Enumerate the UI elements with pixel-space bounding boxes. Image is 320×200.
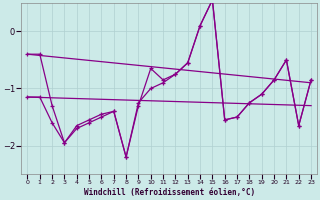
X-axis label: Windchill (Refroidissement éolien,°C): Windchill (Refroidissement éolien,°C) [84, 188, 255, 197]
